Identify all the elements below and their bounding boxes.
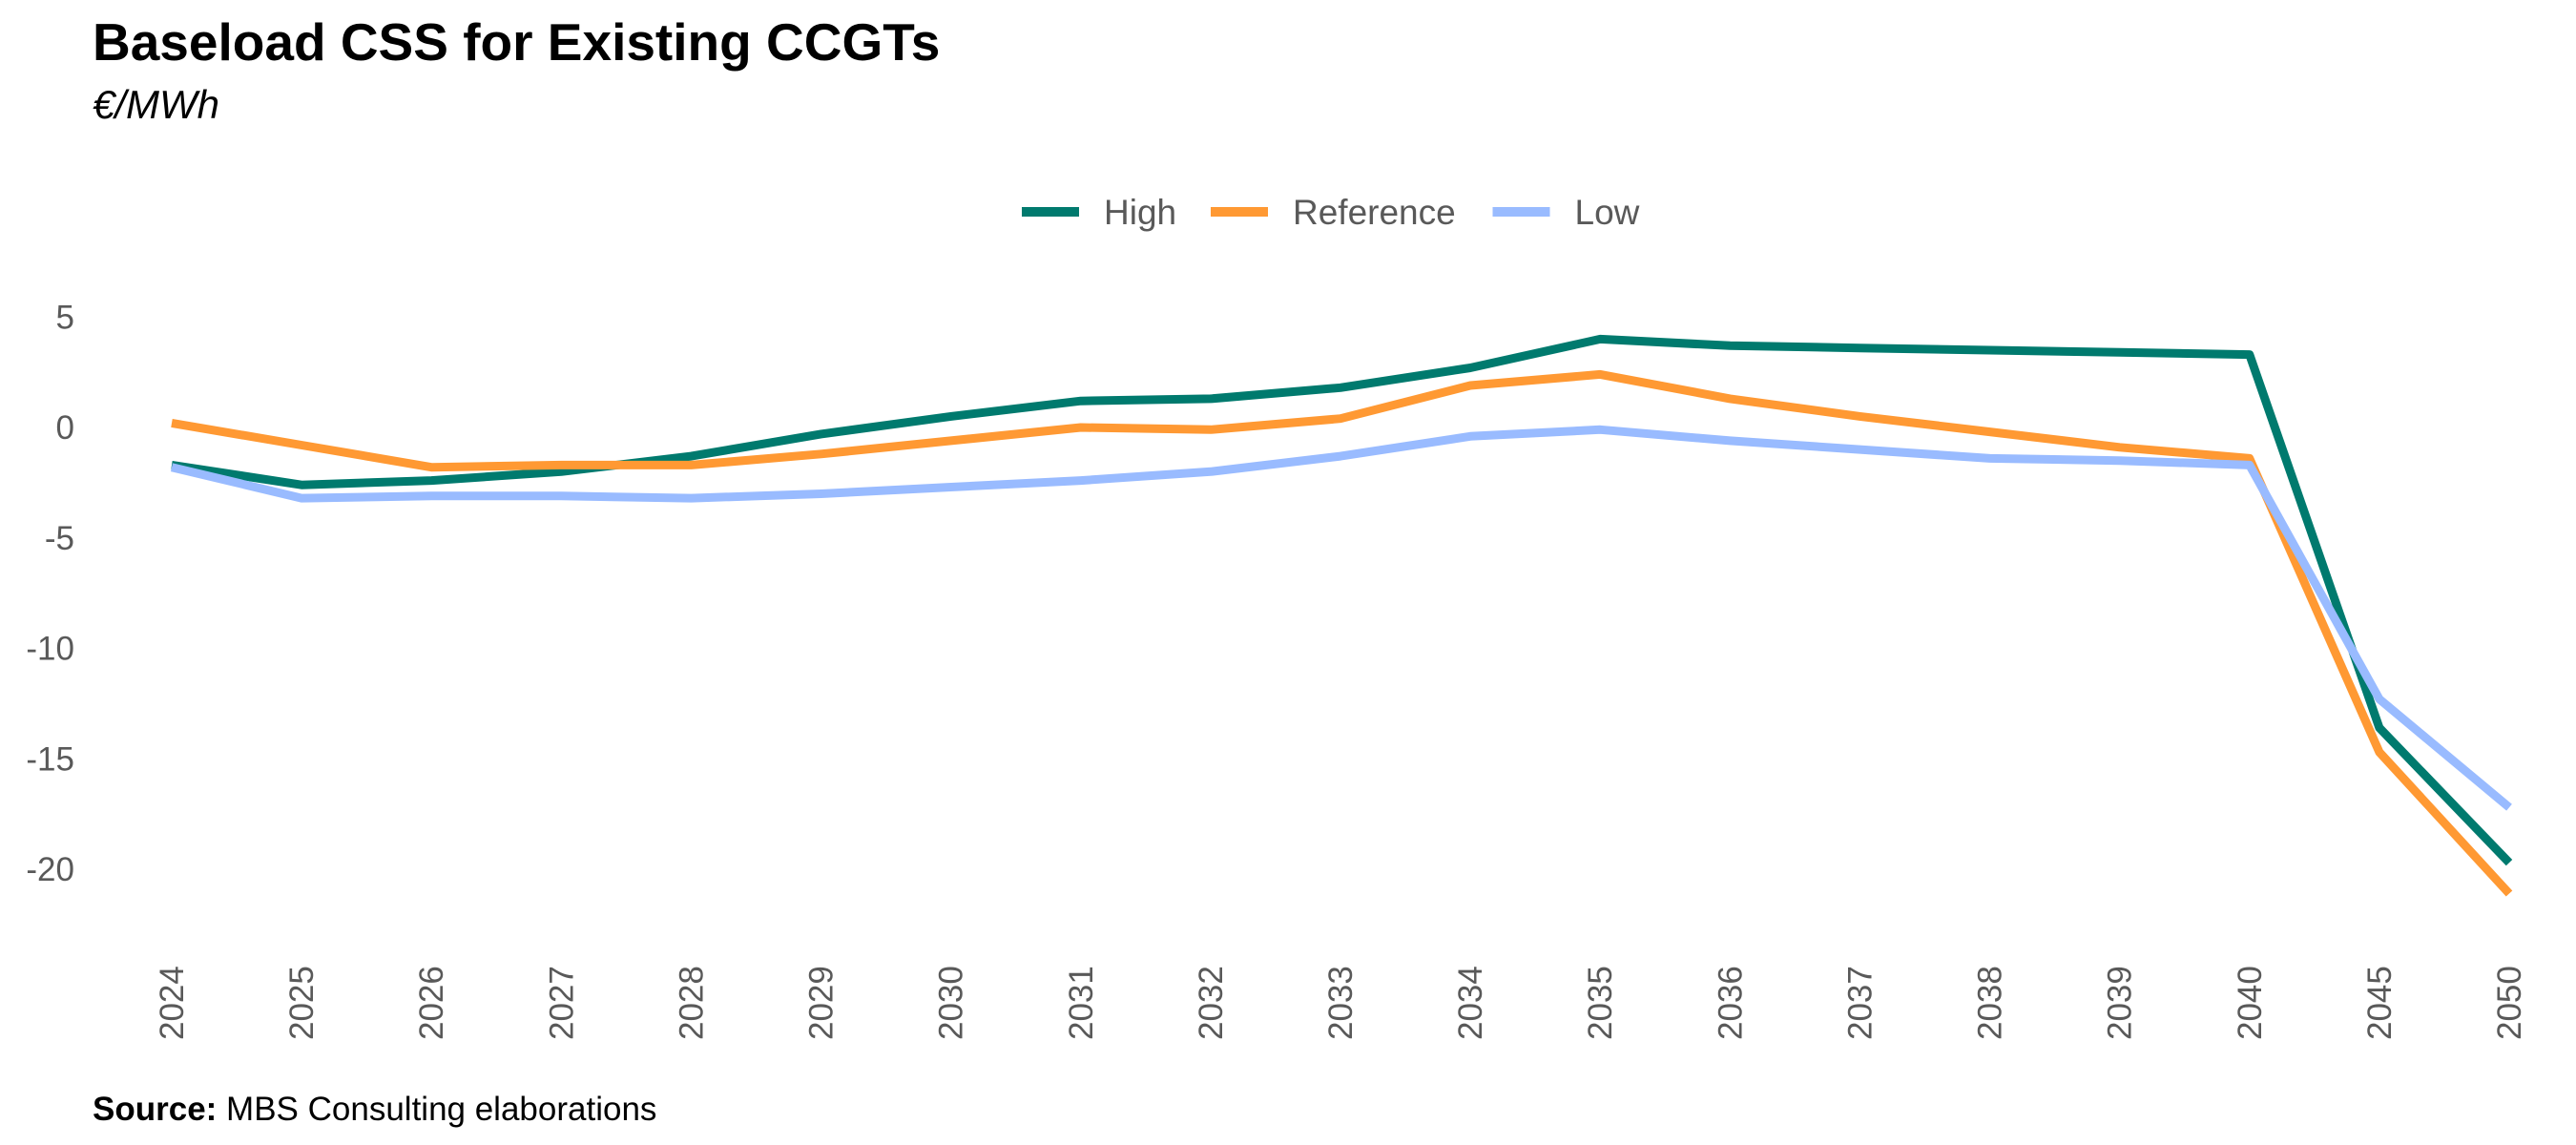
x-tick-label: 2034 <box>1452 966 1489 1040</box>
source-label: Source: <box>93 1091 218 1128</box>
x-tick-label: 2039 <box>2102 966 2139 1040</box>
y-tick-label: 0 <box>56 409 74 447</box>
x-tick-label: 2040 <box>2232 966 2269 1040</box>
chart-title: Baseload CSS for Existing CCGTs <box>93 12 941 72</box>
x-tick-label: 2026 <box>413 966 450 1040</box>
source-note: Source: MBS Consulting elaborations <box>93 1088 656 1132</box>
x-tick-label: 2032 <box>1193 966 1230 1040</box>
legend: High Reference Low <box>1022 193 1640 232</box>
series-lines <box>170 334 2513 897</box>
chart-subtitle: €/MWh <box>93 82 220 127</box>
y-tick-label: -20 <box>26 851 74 888</box>
x-tick-label: 2029 <box>803 966 841 1040</box>
x-tick-label: 2027 <box>543 966 580 1040</box>
y-tick-label: -10 <box>26 631 74 668</box>
x-tick-label: 2025 <box>283 966 321 1040</box>
y-axis: 5 0 -5 -10 -15 -20 <box>26 299 74 888</box>
x-tick-label: 2028 <box>673 966 710 1040</box>
y-tick-label: 5 <box>56 299 74 336</box>
y-tick-label: -15 <box>26 740 74 778</box>
x-tick-label: 2031 <box>1063 966 1100 1040</box>
x-tick-label: 2036 <box>1712 966 1749 1040</box>
series-line-reference <box>171 369 2513 897</box>
x-tick-label: 2037 <box>1841 966 1879 1040</box>
series-line-high <box>171 334 2513 866</box>
x-tick-label: 2045 <box>2361 966 2399 1040</box>
x-tick-label: 2035 <box>1582 966 1619 1040</box>
x-tick-label: 2050 <box>2491 966 2528 1040</box>
legend-label-reference: Reference <box>1293 193 1456 232</box>
legend-label-low: Low <box>1575 193 1640 232</box>
y-tick-label: -5 <box>45 520 74 557</box>
x-tick-label: 2030 <box>933 966 970 1040</box>
x-axis: 2024 2025 2026 2027 2028 2029 2030 2031 2032 2033… <box>154 966 2528 1040</box>
x-tick-label: 2024 <box>154 966 191 1040</box>
legend-label-high: High <box>1104 193 1176 232</box>
source-text: MBS Consulting elaborations <box>226 1091 657 1128</box>
x-tick-label: 2038 <box>1972 966 2009 1040</box>
x-tick-label: 2033 <box>1322 966 1360 1040</box>
series-line-low <box>170 425 2512 811</box>
